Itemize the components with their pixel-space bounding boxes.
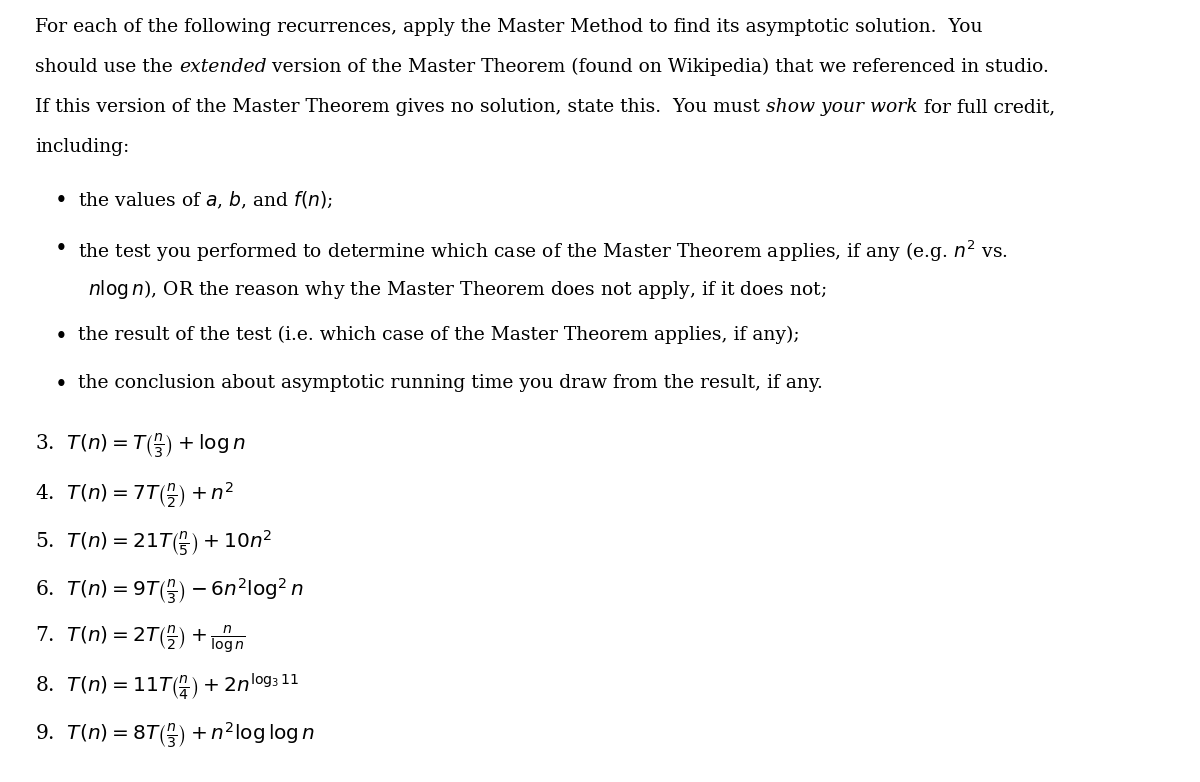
Text: For each of the following recurrences, apply the Master Method to find its asymp: For each of the following recurrences, a…	[35, 18, 983, 36]
Text: show your work: show your work	[766, 98, 918, 116]
Text: •: •	[55, 190, 67, 212]
Text: If this version of the Master Theorem gives no solution, state this.  You must: If this version of the Master Theorem gi…	[35, 98, 766, 116]
Text: the result of the test (i.e. which case of the Master Theorem applies, if any);: the result of the test (i.e. which case …	[78, 326, 799, 344]
Text: version of the Master Theorem (found on Wikipedia) that we referenced in studio.: version of the Master Theorem (found on …	[266, 58, 1049, 77]
Text: should use the: should use the	[35, 58, 179, 76]
Text: 3.  $T(n) = T\left(\frac{n}{3}\right) + \log n$: 3. $T(n) = T\left(\frac{n}{3}\right) + \…	[35, 432, 246, 461]
Text: 9.  $T(n) = 8T\left(\frac{n}{3}\right) + n^2 \log \log n$: 9. $T(n) = 8T\left(\frac{n}{3}\right) + …	[35, 720, 316, 750]
Text: 4.  $T(n) = 7T\left(\frac{n}{2}\right) + n^2$: 4. $T(n) = 7T\left(\frac{n}{2}\right) + …	[35, 480, 234, 510]
Text: including:: including:	[35, 138, 130, 156]
Text: 7.  $T(n) = 2T\left(\frac{n}{2}\right) + \frac{n}{\log n}$: 7. $T(n) = 2T\left(\frac{n}{2}\right) + …	[35, 624, 246, 656]
Text: 5.  $T(n) = 21T\left(\frac{n}{5}\right) + 10n^2$: 5. $T(n) = 21T\left(\frac{n}{5}\right) +…	[35, 528, 272, 558]
Text: the test you performed to determine which case of the Master Theorem applies, if: the test you performed to determine whic…	[78, 238, 1008, 264]
Text: the values of $a$, $b$, and $f(n)$;: the values of $a$, $b$, and $f(n)$;	[78, 190, 334, 211]
Text: 6.  $T(n) = 9T\left(\frac{n}{3}\right) - 6n^2 \log^2 n$: 6. $T(n) = 9T\left(\frac{n}{3}\right) - …	[35, 576, 304, 606]
Text: $n \log n$), OR the reason why the Master Theorem does not apply, if it does not: $n \log n$), OR the reason why the Maste…	[88, 278, 827, 301]
Text: •: •	[55, 374, 67, 396]
Text: •: •	[55, 326, 67, 348]
Text: extended: extended	[179, 58, 266, 76]
Text: the conclusion about asymptotic running time you draw from the result, if any.: the conclusion about asymptotic running …	[78, 374, 823, 392]
Text: •: •	[55, 238, 67, 260]
Text: 8.  $T(n) = 11T\left(\frac{n}{4}\right) + 2n^{\log_3 11}$: 8. $T(n) = 11T\left(\frac{n}{4}\right) +…	[35, 672, 299, 703]
Text: for full credit,: for full credit,	[918, 98, 1055, 116]
